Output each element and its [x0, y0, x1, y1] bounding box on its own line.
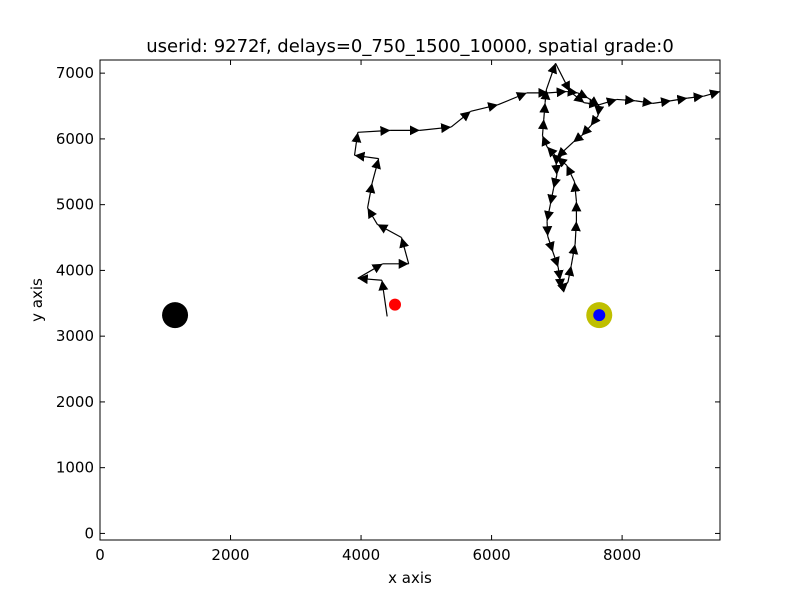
trajectory-segment [497, 92, 528, 106]
y-tick-label: 1000 [56, 459, 94, 477]
trajectory-segment [371, 158, 381, 184]
trajectory-segment [351, 132, 362, 156]
trajectory-segment [538, 119, 548, 136]
trajectory-segment [367, 207, 378, 225]
trajectory-segment [357, 263, 383, 279]
y-tick-label: 6000 [56, 130, 94, 148]
trajectory-segment [541, 135, 551, 148]
trajectory-segment [570, 221, 581, 245]
trajectory-segment [652, 97, 672, 108]
trajectory-segment [547, 188, 558, 205]
trajectory-segment [470, 102, 499, 112]
trajectory-segment [545, 63, 557, 90]
trajectory-segment [377, 223, 402, 239]
trajectory-segment [564, 265, 575, 283]
trajectory-segment [569, 91, 585, 104]
plot-frame [99, 59, 721, 541]
trajectory-segment [570, 181, 581, 202]
y-tick-label: 2000 [56, 393, 94, 411]
x-tick-label: 4000 [342, 546, 380, 564]
x-tick-label: 2000 [211, 546, 249, 564]
trajectory-segment [599, 97, 618, 108]
data-layer [162, 63, 720, 329]
trajectory-segment [419, 123, 452, 134]
scatter-marker [593, 309, 606, 322]
trajectory-segment [540, 89, 551, 103]
y-tick-label: 7000 [56, 64, 94, 82]
chart-title: userid: 9272f, delays=0_750_1500_10000, … [146, 36, 674, 57]
trajectory-segment [572, 132, 585, 143]
trajectory-segment [399, 237, 410, 264]
x-tick-label: 6000 [472, 546, 510, 564]
trajectory-segment [568, 244, 579, 266]
trajectory-segment [551, 174, 561, 189]
trajectory-segment [687, 92, 704, 103]
trajectory-segment [553, 267, 564, 281]
trajectory-segment [357, 125, 391, 136]
trajectory-segment [556, 141, 574, 158]
trajectory-segment [450, 110, 472, 128]
trajectory-segment [357, 274, 382, 285]
trajectory-segment [551, 164, 562, 176]
scatter-marker [162, 302, 189, 329]
trajectory-segment [545, 236, 555, 253]
trajectory-segment [552, 154, 562, 166]
trajectory-segment [556, 156, 568, 168]
x-axis-label: x axis [388, 569, 432, 587]
trajectory-segment [635, 96, 653, 107]
trajectory-segment [378, 280, 389, 317]
trajectory-segment [584, 98, 600, 109]
x-tick-label: 0 [95, 546, 105, 564]
trajectory-segment [544, 204, 554, 222]
x-tick-label: 8000 [603, 546, 641, 564]
trajectory-segment [539, 102, 550, 120]
trajectory-segment [555, 278, 565, 289]
y-tick-label: 5000 [56, 196, 94, 214]
scatter-marker [388, 298, 401, 311]
trajectory-segment [703, 89, 720, 100]
trajectory-segment [546, 146, 558, 158]
trajectory-segment [670, 94, 688, 105]
plot-area [100, 60, 720, 540]
y-tick-label: 3000 [56, 327, 94, 345]
trajectory-segment [566, 164, 576, 182]
tick-layer: 0 2000 4000 6000 8000 0 1000 2000 3000 4000 5000 60… [56, 60, 720, 564]
y-tick-label: 0 [84, 524, 94, 542]
trajectory-segment [616, 95, 636, 106]
y-axis-label: y axis [28, 278, 46, 322]
trajectory-segment [354, 151, 379, 162]
trajectory-segment [557, 281, 569, 293]
trajectory-segment [365, 182, 376, 209]
trajectory-segment [548, 87, 567, 98]
y-tick-label: 4000 [56, 261, 94, 279]
trajectory-segment [550, 251, 560, 268]
trajectory-segment [590, 114, 601, 127]
trajectory-segment [555, 63, 571, 92]
trajectory-segment [542, 221, 553, 237]
